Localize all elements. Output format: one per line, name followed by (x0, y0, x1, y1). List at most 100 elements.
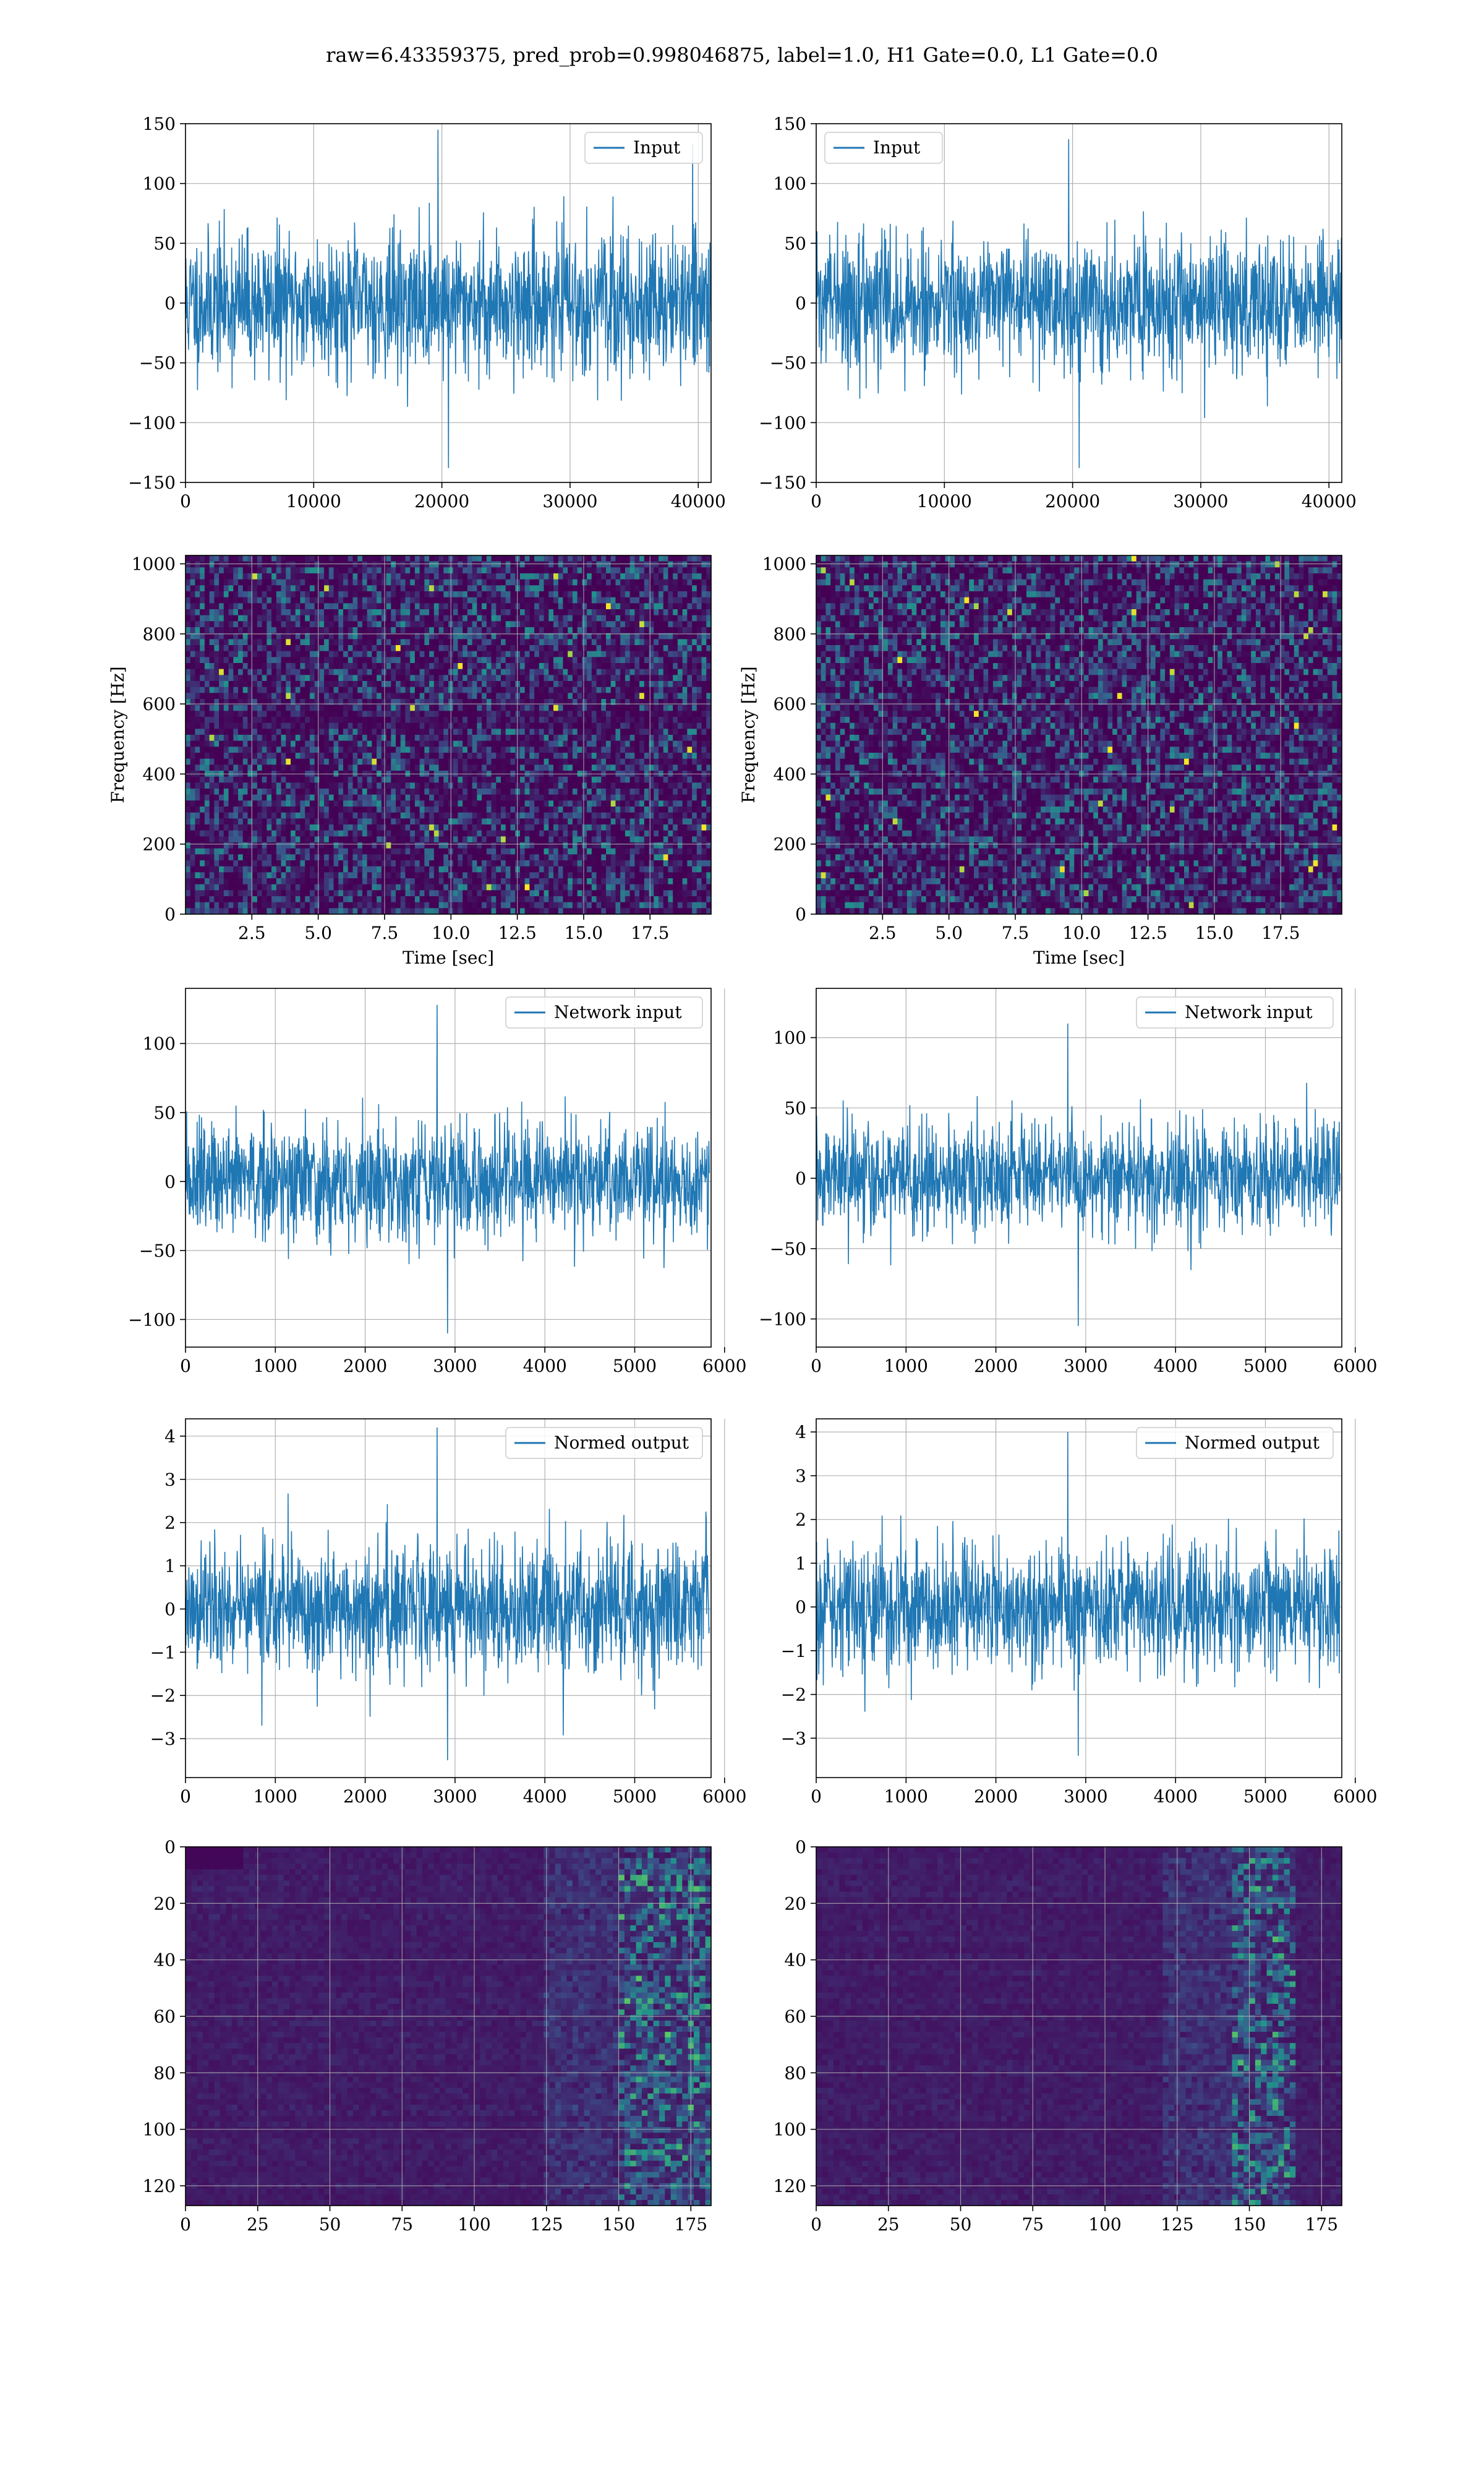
heatmap-cell (548, 681, 554, 688)
heatmap-cell (629, 687, 635, 693)
heatmap-cell (644, 585, 650, 592)
heatmap-cell (620, 669, 626, 675)
heatmap-cell (510, 645, 516, 652)
heatmap-cell (625, 753, 631, 760)
heatmap-cell (601, 591, 607, 598)
heatmap-cell (300, 704, 305, 711)
heatmap-cell (519, 704, 526, 711)
heatmap-cell (682, 776, 688, 783)
heatmap-cell (410, 812, 416, 819)
heatmap-cell (405, 729, 411, 735)
heatmap-cell (190, 663, 196, 670)
heatmap-cell (677, 585, 683, 592)
heatmap-cell (572, 591, 578, 598)
heatmap-cell (257, 567, 263, 574)
heatmap-cell (606, 735, 612, 742)
heatmap-cell (701, 687, 707, 693)
heatmap-cell (391, 561, 396, 568)
heatmap-cell (539, 597, 545, 604)
heatmap-cell (644, 704, 650, 711)
heatmap-cell (238, 687, 244, 693)
heatmap-cell (510, 591, 516, 598)
heatmap-cell (677, 812, 683, 819)
heatmap-cell (319, 627, 325, 634)
heatmap-cell (200, 699, 205, 706)
heatmap-cell (591, 800, 597, 807)
heatmap-cell (534, 621, 540, 628)
heatmap-cell (524, 663, 530, 670)
heatmap-cell (548, 639, 554, 646)
heatmap-cell (544, 699, 549, 706)
heatmap-cell (558, 591, 564, 598)
heatmap-cell (568, 758, 573, 765)
heatmap-cell (372, 764, 377, 771)
heatmap-cell (692, 735, 697, 742)
heatmap-cell (367, 579, 372, 586)
heatmap-cell (510, 740, 516, 747)
heatmap-cell (654, 693, 659, 700)
heatmap-cell (563, 794, 568, 801)
heatmap-cell (352, 699, 358, 706)
heatmap-cell (491, 729, 497, 735)
heatmap-cell (644, 603, 650, 610)
heatmap-cell (433, 753, 440, 760)
heatmap-cell (625, 782, 631, 789)
heatmap-cell (682, 722, 688, 729)
heatmap-cell (606, 693, 612, 700)
heatmap-cell (424, 603, 430, 610)
heatmap-cell (343, 675, 349, 682)
heatmap-cell (257, 669, 263, 675)
heatmap-cell (534, 657, 540, 664)
heatmap-cell (486, 675, 492, 682)
heatmap-cell (271, 621, 277, 628)
heatmap-cell (424, 693, 430, 700)
heatmap-cell (443, 818, 449, 825)
heatmap-cell (343, 704, 349, 711)
heatmap-cell (186, 711, 191, 717)
heatmap-cell (352, 687, 358, 693)
heatmap-cell (414, 800, 420, 807)
heatmap-cell (687, 789, 693, 795)
heatmap-cell (338, 776, 344, 783)
heatmap-cell (186, 585, 191, 592)
heatmap-cell (372, 555, 377, 562)
heatmap-cell (601, 776, 607, 783)
heatmap-cell (692, 800, 697, 807)
heatmap-cell (377, 687, 382, 693)
heatmap-cell (539, 573, 545, 580)
heatmap-cell (405, 747, 411, 753)
heatmap-cell (467, 627, 473, 634)
heatmap-cell (396, 651, 401, 657)
heatmap-cell (572, 753, 578, 760)
heatmap-cell (291, 693, 296, 700)
heatmap-cell (219, 704, 224, 711)
heatmap-cell (482, 776, 487, 783)
heatmap-cell (463, 704, 468, 711)
heatmap-cell (352, 747, 358, 753)
heatmap-cell (400, 753, 406, 760)
heatmap-cell (438, 753, 444, 760)
heatmap-cell (362, 747, 368, 753)
heatmap-cell (610, 704, 616, 711)
heatmap-cell (615, 776, 621, 783)
heatmap-cell (486, 807, 492, 813)
heatmap-cell (405, 633, 411, 640)
heatmap-cell (233, 609, 239, 616)
heatmap-cell (419, 579, 425, 586)
heatmap-cell (242, 699, 249, 706)
heatmap-cell (654, 663, 659, 670)
heatmap-cell (587, 782, 592, 789)
heatmap-cell (644, 747, 650, 753)
heatmap-cell (377, 693, 382, 700)
heatmap-cell (214, 758, 220, 765)
heatmap-cell (548, 603, 554, 610)
heatmap-cell (238, 663, 244, 670)
heatmap-cell (472, 585, 477, 592)
heatmap-cell (610, 711, 616, 717)
heatmap-cell (443, 675, 449, 682)
heatmap-cell (324, 573, 330, 580)
heatmap-cell (400, 782, 406, 789)
heatmap-cell (223, 789, 229, 795)
heatmap-cell (381, 776, 387, 783)
heatmap-cell (209, 681, 215, 688)
